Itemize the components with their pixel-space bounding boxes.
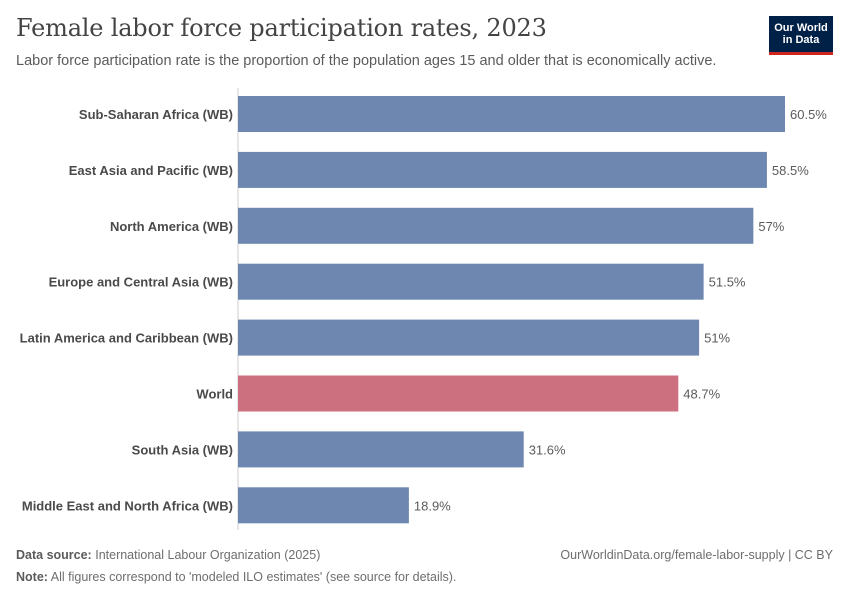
category-label-2: North America (WB) <box>110 219 233 234</box>
chart-title: Female labor force participation rates, … <box>16 14 547 42</box>
owid-logo[interactable]: Our World in Data <box>769 16 833 55</box>
data-source-text[interactable]: International Labour Organization (2025) <box>95 548 321 562</box>
logo-line-1: Our World <box>774 22 828 34</box>
category-label-1: East Asia and Pacific (WB) <box>69 163 233 178</box>
category-label-4: Latin America and Caribbean (WB) <box>20 331 233 346</box>
data-source-label: Data source: <box>16 548 92 562</box>
bar-7[interactable] <box>238 487 409 524</box>
bar-4[interactable] <box>238 319 700 356</box>
value-label-0: 60.5% <box>790 107 827 122</box>
bar-3[interactable] <box>238 263 704 300</box>
category-label-7: Middle East and North Africa (WB) <box>22 498 233 513</box>
logo-line-2: in Data <box>782 34 820 46</box>
bar-1[interactable] <box>238 151 767 188</box>
bar-5[interactable] <box>238 375 679 412</box>
chart-subtitle: Labor force participation rate is the pr… <box>16 53 717 69</box>
value-label-6: 31.6% <box>529 442 566 457</box>
category-label-6: South Asia (WB) <box>132 442 233 457</box>
value-label-3: 51.5% <box>709 275 746 290</box>
value-label-4: 51% <box>704 331 730 346</box>
category-label-3: Europe and Central Asia (WB) <box>49 275 233 290</box>
value-label-2: 57% <box>758 219 784 234</box>
category-label-0: Sub-Saharan Africa (WB) <box>79 107 233 122</box>
value-label-5: 48.7% <box>683 387 720 402</box>
data-source-line: Data source: International Labour Organi… <box>16 548 320 562</box>
note-text: All figures correspond to 'modeled ILO e… <box>50 570 457 584</box>
value-label-7: 18.9% <box>414 498 451 513</box>
bar-2[interactable] <box>238 207 754 244</box>
note-line: Note: All figures correspond to 'modeled… <box>16 570 456 584</box>
value-label-1: 58.5% <box>772 163 809 178</box>
note-label: Note: <box>16 570 48 584</box>
bar-0[interactable] <box>238 96 785 132</box>
credit-link[interactable]: OurWorldinData.org/female-labor-supply |… <box>560 548 833 562</box>
category-label-5: World <box>196 387 233 402</box>
bar-6[interactable] <box>238 431 524 468</box>
